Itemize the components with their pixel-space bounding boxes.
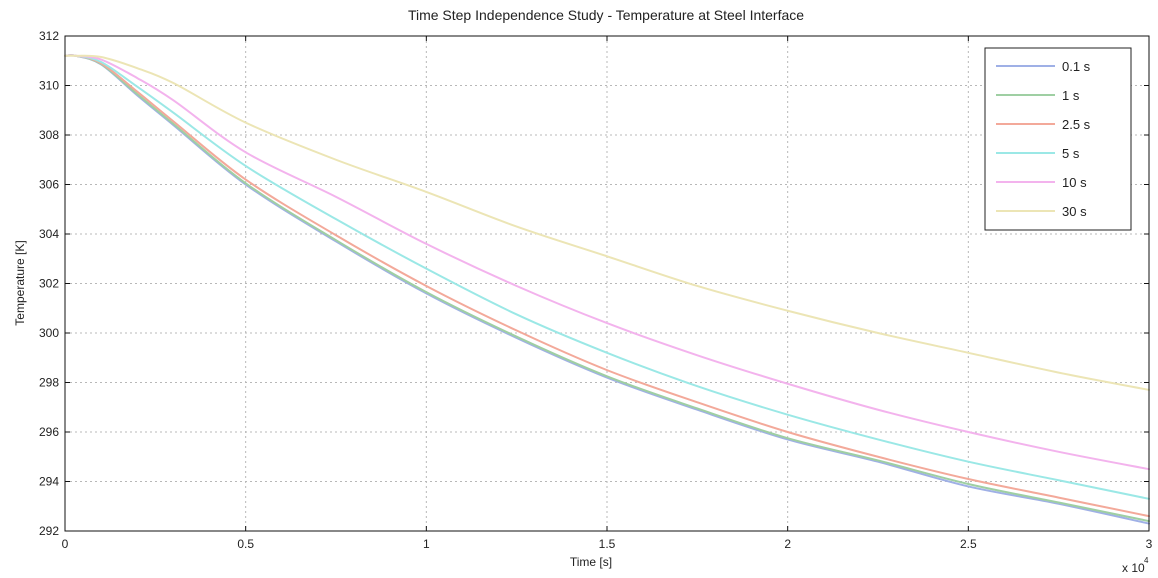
- series-line-10-s: [64, 54, 1150, 471]
- series-lines: [64, 54, 1150, 525]
- series-line-1-s: [64, 54, 1150, 523]
- series-line-30-s: [64, 54, 1150, 391]
- legend-label-10-s: 10 s: [1062, 175, 1087, 190]
- x-axis-label: Time [s]: [570, 555, 612, 569]
- x-axis-multiplier-exponent: 4: [1144, 556, 1149, 565]
- y-tick-label: 294: [39, 475, 59, 489]
- plot-area: 292 294 296 298 300 302 304 306 308 310 312 0 0.5 1 1.…: [39, 29, 1153, 551]
- y-tick-label: 302: [39, 277, 59, 291]
- x-axis-multiplier: x 10 4: [1122, 556, 1149, 575]
- legend-box: [984, 47, 1132, 231]
- x-tick-label: 1: [423, 537, 430, 551]
- y-tick-label: 300: [39, 326, 59, 340]
- axis-tick-labels: 292 294 296 298 300 302 304 306 308 310 312 0 0.5 1 1.…: [39, 29, 1153, 551]
- y-tick-label: 304: [39, 227, 59, 241]
- x-axis-multiplier-base: x 10: [1122, 561, 1145, 575]
- x-tick-label: 0.5: [237, 537, 254, 551]
- legend: 0.1 s 1 s 2.5 s 5 s 10 s 30 s: [984, 47, 1132, 231]
- legend-items: 0.1 s 1 s 2.5 s 5 s 10 s 30 s: [996, 59, 1091, 219]
- y-axis-label: Temperature [K]: [13, 240, 27, 325]
- chart-title: Time Step Independence Study - Temperatu…: [408, 7, 804, 23]
- legend-label-30-s: 30 s: [1062, 204, 1087, 219]
- y-tick-label: 298: [39, 376, 59, 390]
- y-tick-label: 296: [39, 425, 59, 439]
- y-tick-label: 292: [39, 524, 59, 538]
- x-tick-label: 2: [784, 537, 791, 551]
- axis-ticks: [64, 35, 1150, 532]
- x-tick-label: 3: [1146, 537, 1153, 551]
- y-tick-label: 308: [39, 128, 59, 142]
- x-tick-label: 2.5: [960, 537, 977, 551]
- y-tick-label: 306: [39, 178, 59, 192]
- legend-label-0-1-s: 0.1 s: [1062, 59, 1091, 74]
- legend-label-1-s: 1 s: [1062, 88, 1080, 103]
- x-tick-label: 0: [62, 537, 69, 551]
- x-tick-label: 1.5: [599, 537, 616, 551]
- legend-label-2-5-s: 2.5 s: [1062, 117, 1091, 132]
- series-line-2-5-s: [64, 54, 1150, 518]
- legend-label-5-s: 5 s: [1062, 146, 1080, 161]
- series-line-5-s: [64, 54, 1150, 500]
- y-tick-label: 312: [39, 29, 59, 43]
- y-tick-label: 310: [39, 79, 59, 93]
